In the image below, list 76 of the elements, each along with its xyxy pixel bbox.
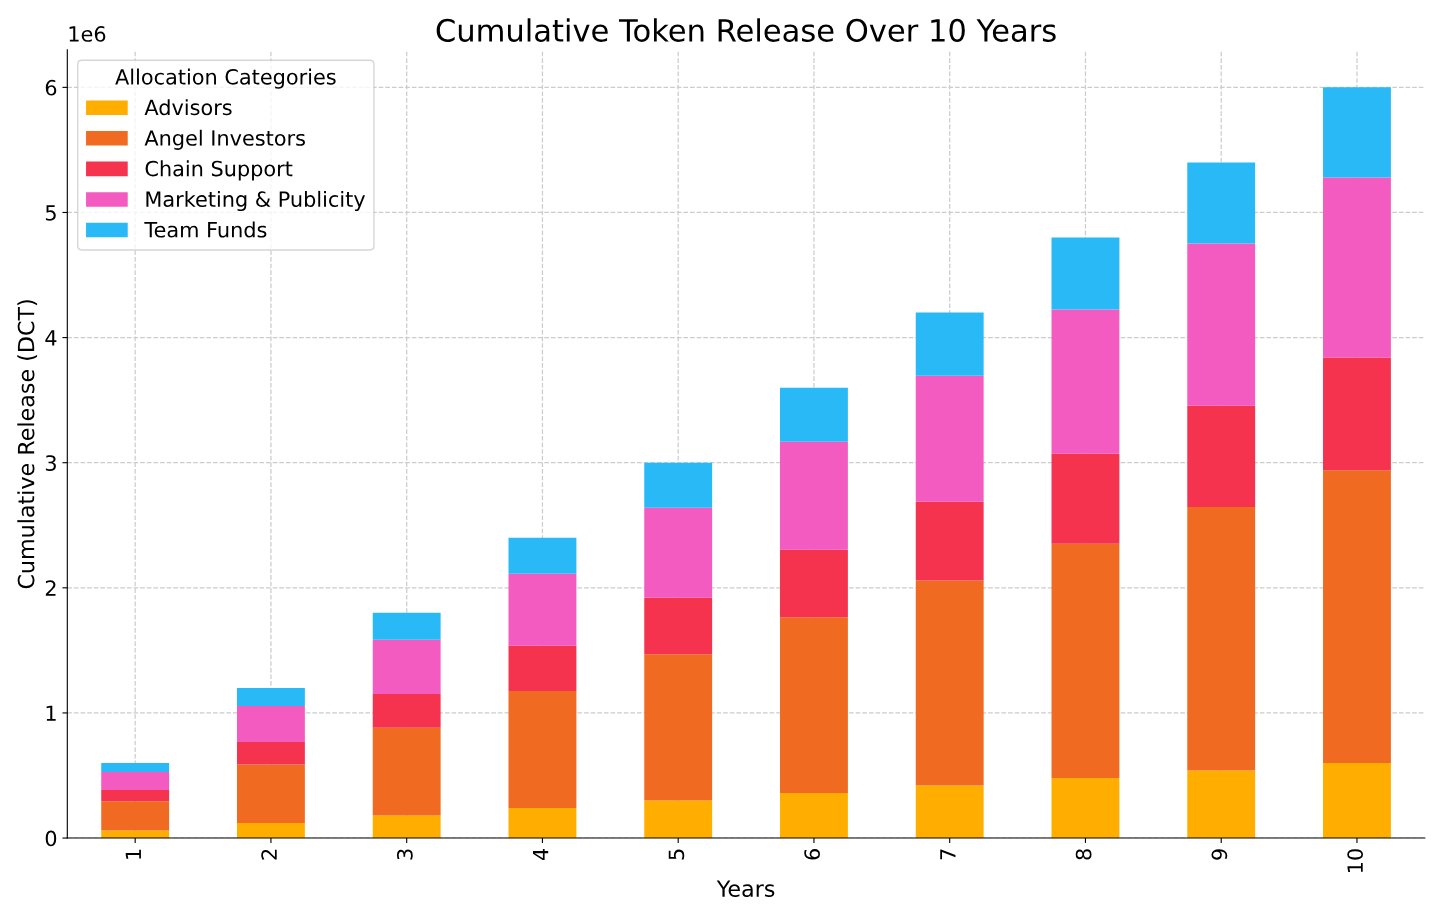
legend-label: Marketing & Publicity bbox=[146, 190, 366, 212]
chart-title: Cumulative Token Release Over 10 Years bbox=[436, 18, 1056, 42]
bar bbox=[101, 762, 170, 772]
x-tick-label: 10 bbox=[1347, 849, 1364, 872]
bar bbox=[508, 645, 577, 691]
y-axis-title: Cumulative Release (DCT) bbox=[17, 300, 38, 589]
legend-label: Chain Support bbox=[145, 160, 293, 181]
y-tick-label: 6 bbox=[45, 79, 57, 96]
x-tick-label: 9 bbox=[1211, 849, 1228, 860]
x-tick-label: 2 bbox=[261, 849, 277, 860]
bar bbox=[915, 580, 984, 786]
bar bbox=[237, 764, 305, 824]
bar bbox=[644, 462, 713, 508]
y-tick-label: 5 bbox=[45, 205, 56, 221]
y-tick-label: 2 bbox=[45, 580, 56, 596]
bar bbox=[780, 793, 848, 839]
bar bbox=[508, 537, 577, 574]
bar bbox=[1051, 309, 1120, 454]
bar bbox=[508, 808, 577, 839]
x-tick-label: 7 bbox=[940, 849, 956, 860]
bar bbox=[1323, 762, 1391, 839]
legend-label: Advisors bbox=[144, 99, 232, 116]
bar bbox=[508, 690, 577, 809]
legend-label: Angel Investors bbox=[144, 129, 305, 150]
bar bbox=[780, 387, 848, 442]
bar bbox=[372, 815, 441, 839]
legend-label: Team Funds bbox=[144, 221, 267, 238]
y-tick-label: 1 bbox=[46, 705, 56, 721]
bar bbox=[372, 727, 441, 816]
bar bbox=[237, 823, 305, 839]
bar bbox=[101, 801, 170, 831]
bar bbox=[1187, 405, 1256, 507]
bar bbox=[237, 705, 305, 742]
bar bbox=[1323, 177, 1391, 358]
bar bbox=[1187, 243, 1256, 406]
bar bbox=[780, 441, 848, 550]
x-tick-label: 8 bbox=[1075, 849, 1092, 860]
bar bbox=[644, 654, 713, 801]
bar bbox=[780, 549, 848, 618]
bar bbox=[1187, 162, 1256, 244]
legend-title: Allocation Categories bbox=[115, 68, 336, 89]
y-tick-label: 0 bbox=[45, 830, 57, 847]
bar bbox=[915, 785, 984, 839]
bar bbox=[237, 741, 305, 765]
bar bbox=[508, 573, 577, 646]
x-tick-label: 4 bbox=[533, 848, 549, 861]
bar bbox=[1323, 357, 1391, 471]
bar bbox=[915, 501, 984, 581]
bar bbox=[915, 375, 984, 502]
bar bbox=[101, 790, 170, 802]
text: 1e6 bbox=[69, 26, 106, 42]
bar bbox=[1187, 770, 1256, 839]
bar bbox=[780, 617, 848, 794]
bar bbox=[1051, 237, 1120, 310]
bar bbox=[1051, 543, 1120, 778]
bar bbox=[915, 312, 984, 376]
bar bbox=[372, 639, 441, 694]
bar bbox=[372, 693, 441, 728]
bar bbox=[1187, 507, 1256, 771]
bar bbox=[1323, 470, 1391, 763]
x-tick-label: 1 bbox=[125, 849, 141, 859]
bar bbox=[372, 612, 441, 640]
bar bbox=[1323, 87, 1391, 178]
bar bbox=[644, 597, 713, 655]
x-tick-label: 5 bbox=[668, 849, 685, 860]
y-tick-label: 3 bbox=[45, 455, 56, 471]
y-tick-label: 4 bbox=[45, 330, 57, 346]
x-tick-label: 3 bbox=[396, 849, 413, 860]
bar bbox=[1051, 453, 1120, 544]
bar bbox=[101, 771, 170, 791]
x-axis-title: Years bbox=[716, 880, 775, 898]
bar bbox=[1051, 778, 1120, 839]
bar bbox=[237, 687, 305, 706]
bar bbox=[644, 507, 713, 598]
bar bbox=[644, 800, 713, 839]
x-tick-label: 6 bbox=[804, 849, 820, 860]
